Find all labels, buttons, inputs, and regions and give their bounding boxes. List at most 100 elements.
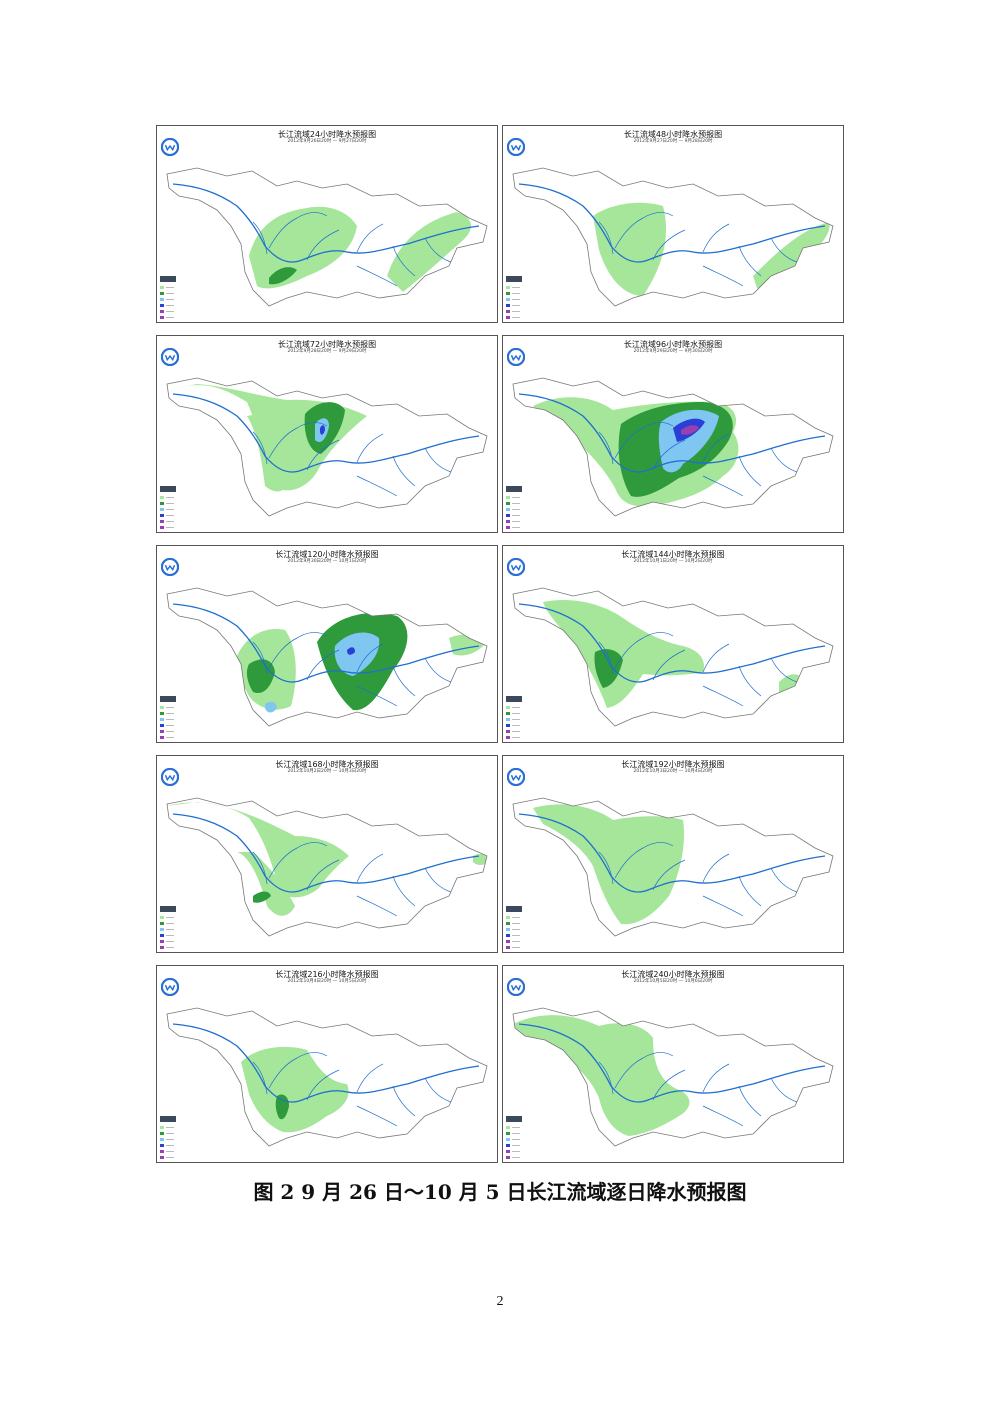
- legend-header: [160, 696, 176, 702]
- legend-row: [506, 722, 522, 728]
- legend-row: [160, 716, 176, 722]
- legend-swatch: [506, 723, 510, 727]
- legend: [506, 1116, 522, 1160]
- basin-map: [166, 377, 488, 517]
- legend-label-line: [512, 304, 520, 306]
- legend-swatch: [506, 927, 510, 931]
- legend-swatch: [506, 1131, 510, 1135]
- river-line: [738, 665, 762, 697]
- river-line: [518, 393, 826, 473]
- legend-row: [160, 734, 176, 740]
- legend-label-line: [512, 940, 520, 942]
- river-line: [268, 842, 328, 879]
- agency-logo-icon: [161, 768, 179, 786]
- basin-outline: [166, 587, 488, 727]
- legend-swatch: [506, 315, 510, 319]
- legend-swatch: [160, 921, 164, 925]
- legend-row: [506, 296, 522, 302]
- legend-label-line: [166, 316, 174, 318]
- legend: [160, 906, 176, 950]
- legend-row: [506, 512, 522, 518]
- precipitation-area: [387, 212, 472, 292]
- legend: [160, 276, 176, 320]
- basin-map: [512, 377, 834, 517]
- river-line: [356, 853, 384, 883]
- legend-label-line: [512, 508, 520, 510]
- legend-label-line: [512, 1132, 520, 1134]
- legend-label-line: [166, 706, 174, 708]
- panel-title: 长江流域240小时降水预报图: [621, 970, 725, 979]
- legend-swatch: [160, 297, 164, 301]
- river-line: [702, 853, 730, 883]
- river-line: [702, 1105, 744, 1127]
- legend-label-line: [166, 1150, 174, 1152]
- river-line: [518, 603, 826, 683]
- legend-swatch: [506, 711, 510, 715]
- legend-swatch: [160, 705, 164, 709]
- river-line: [356, 265, 398, 287]
- precipitation-area: [753, 222, 830, 291]
- legend-row: [160, 1154, 176, 1160]
- panel-subtitle: 2012年9月29日20时 — 9月30日20时: [633, 349, 713, 354]
- legend-header: [160, 486, 176, 492]
- agency-logo-icon: [161, 138, 179, 156]
- legend-label-line: [166, 1132, 174, 1134]
- precipitation-area: [658, 409, 719, 473]
- agency-logo-icon: [507, 138, 525, 156]
- legend-row: [160, 494, 176, 500]
- legend-swatch: [160, 525, 164, 529]
- river-line: [172, 393, 480, 473]
- panel-title: 长江流域144小时降水预报图: [621, 550, 725, 559]
- legend-row: [160, 938, 176, 944]
- legend-row: [160, 920, 176, 926]
- precipitation-area: [265, 701, 277, 713]
- legend-header: [160, 906, 176, 912]
- legend-swatch: [160, 939, 164, 943]
- river-line: [702, 433, 730, 463]
- basin-map: [512, 1007, 834, 1147]
- legend-swatch: [160, 315, 164, 319]
- river-line: [252, 221, 268, 255]
- precipitation-area: [237, 852, 295, 916]
- river-line: [172, 1023, 480, 1103]
- river-line: [356, 685, 398, 707]
- river-line: [424, 867, 452, 893]
- river-line: [356, 475, 398, 497]
- forecast-map-panel: 长江流域144小时降水预报图 2012年10月1日20时 — 10月2日20时: [502, 545, 844, 743]
- precipitation-area: [269, 267, 297, 285]
- legend-swatch: [506, 945, 510, 949]
- river-line: [702, 643, 730, 673]
- panel-subtitle: 2012年10月5日20时 — 10月6日20时: [633, 979, 713, 984]
- river-line: [392, 1085, 416, 1117]
- legend-swatch: [160, 927, 164, 931]
- legend-label-line: [166, 1156, 174, 1158]
- legend-swatch: [506, 921, 510, 925]
- river-line: [738, 1085, 762, 1117]
- legend-swatch: [506, 525, 510, 529]
- legend-label-line: [166, 724, 174, 726]
- legend-label-line: [512, 706, 520, 708]
- legend-label-line: [512, 526, 520, 528]
- legend-label-line: [512, 712, 520, 714]
- river-line: [306, 229, 340, 261]
- forecast-map-panel: 长江流域120小时降水预报图 2012年9月30日20时 — 10月1日20时: [156, 545, 498, 743]
- precipitation-area: [334, 632, 380, 676]
- legend-row: [160, 944, 176, 950]
- legend-label-line: [512, 286, 520, 288]
- legend-swatch: [506, 519, 510, 523]
- legend-swatch: [506, 1143, 510, 1147]
- legend-swatch: [160, 711, 164, 715]
- river-line: [306, 439, 340, 471]
- river-line: [652, 1069, 686, 1101]
- panel-subtitle: 2012年10月3日20时 — 10月4日20时: [633, 769, 713, 774]
- legend-swatch: [160, 915, 164, 919]
- forecast-map-panel: 长江流域48小时降水预报图 2012年9月27日20时 — 9月28日20时: [502, 125, 844, 323]
- legend-label-line: [166, 1126, 174, 1128]
- legend-label-line: [512, 496, 520, 498]
- legend-label-line: [512, 1138, 520, 1140]
- agency-logo-icon: [507, 558, 525, 576]
- basin-outline: [166, 797, 488, 937]
- legend-swatch: [506, 507, 510, 511]
- river-line: [702, 895, 744, 917]
- legend-label-line: [512, 916, 520, 918]
